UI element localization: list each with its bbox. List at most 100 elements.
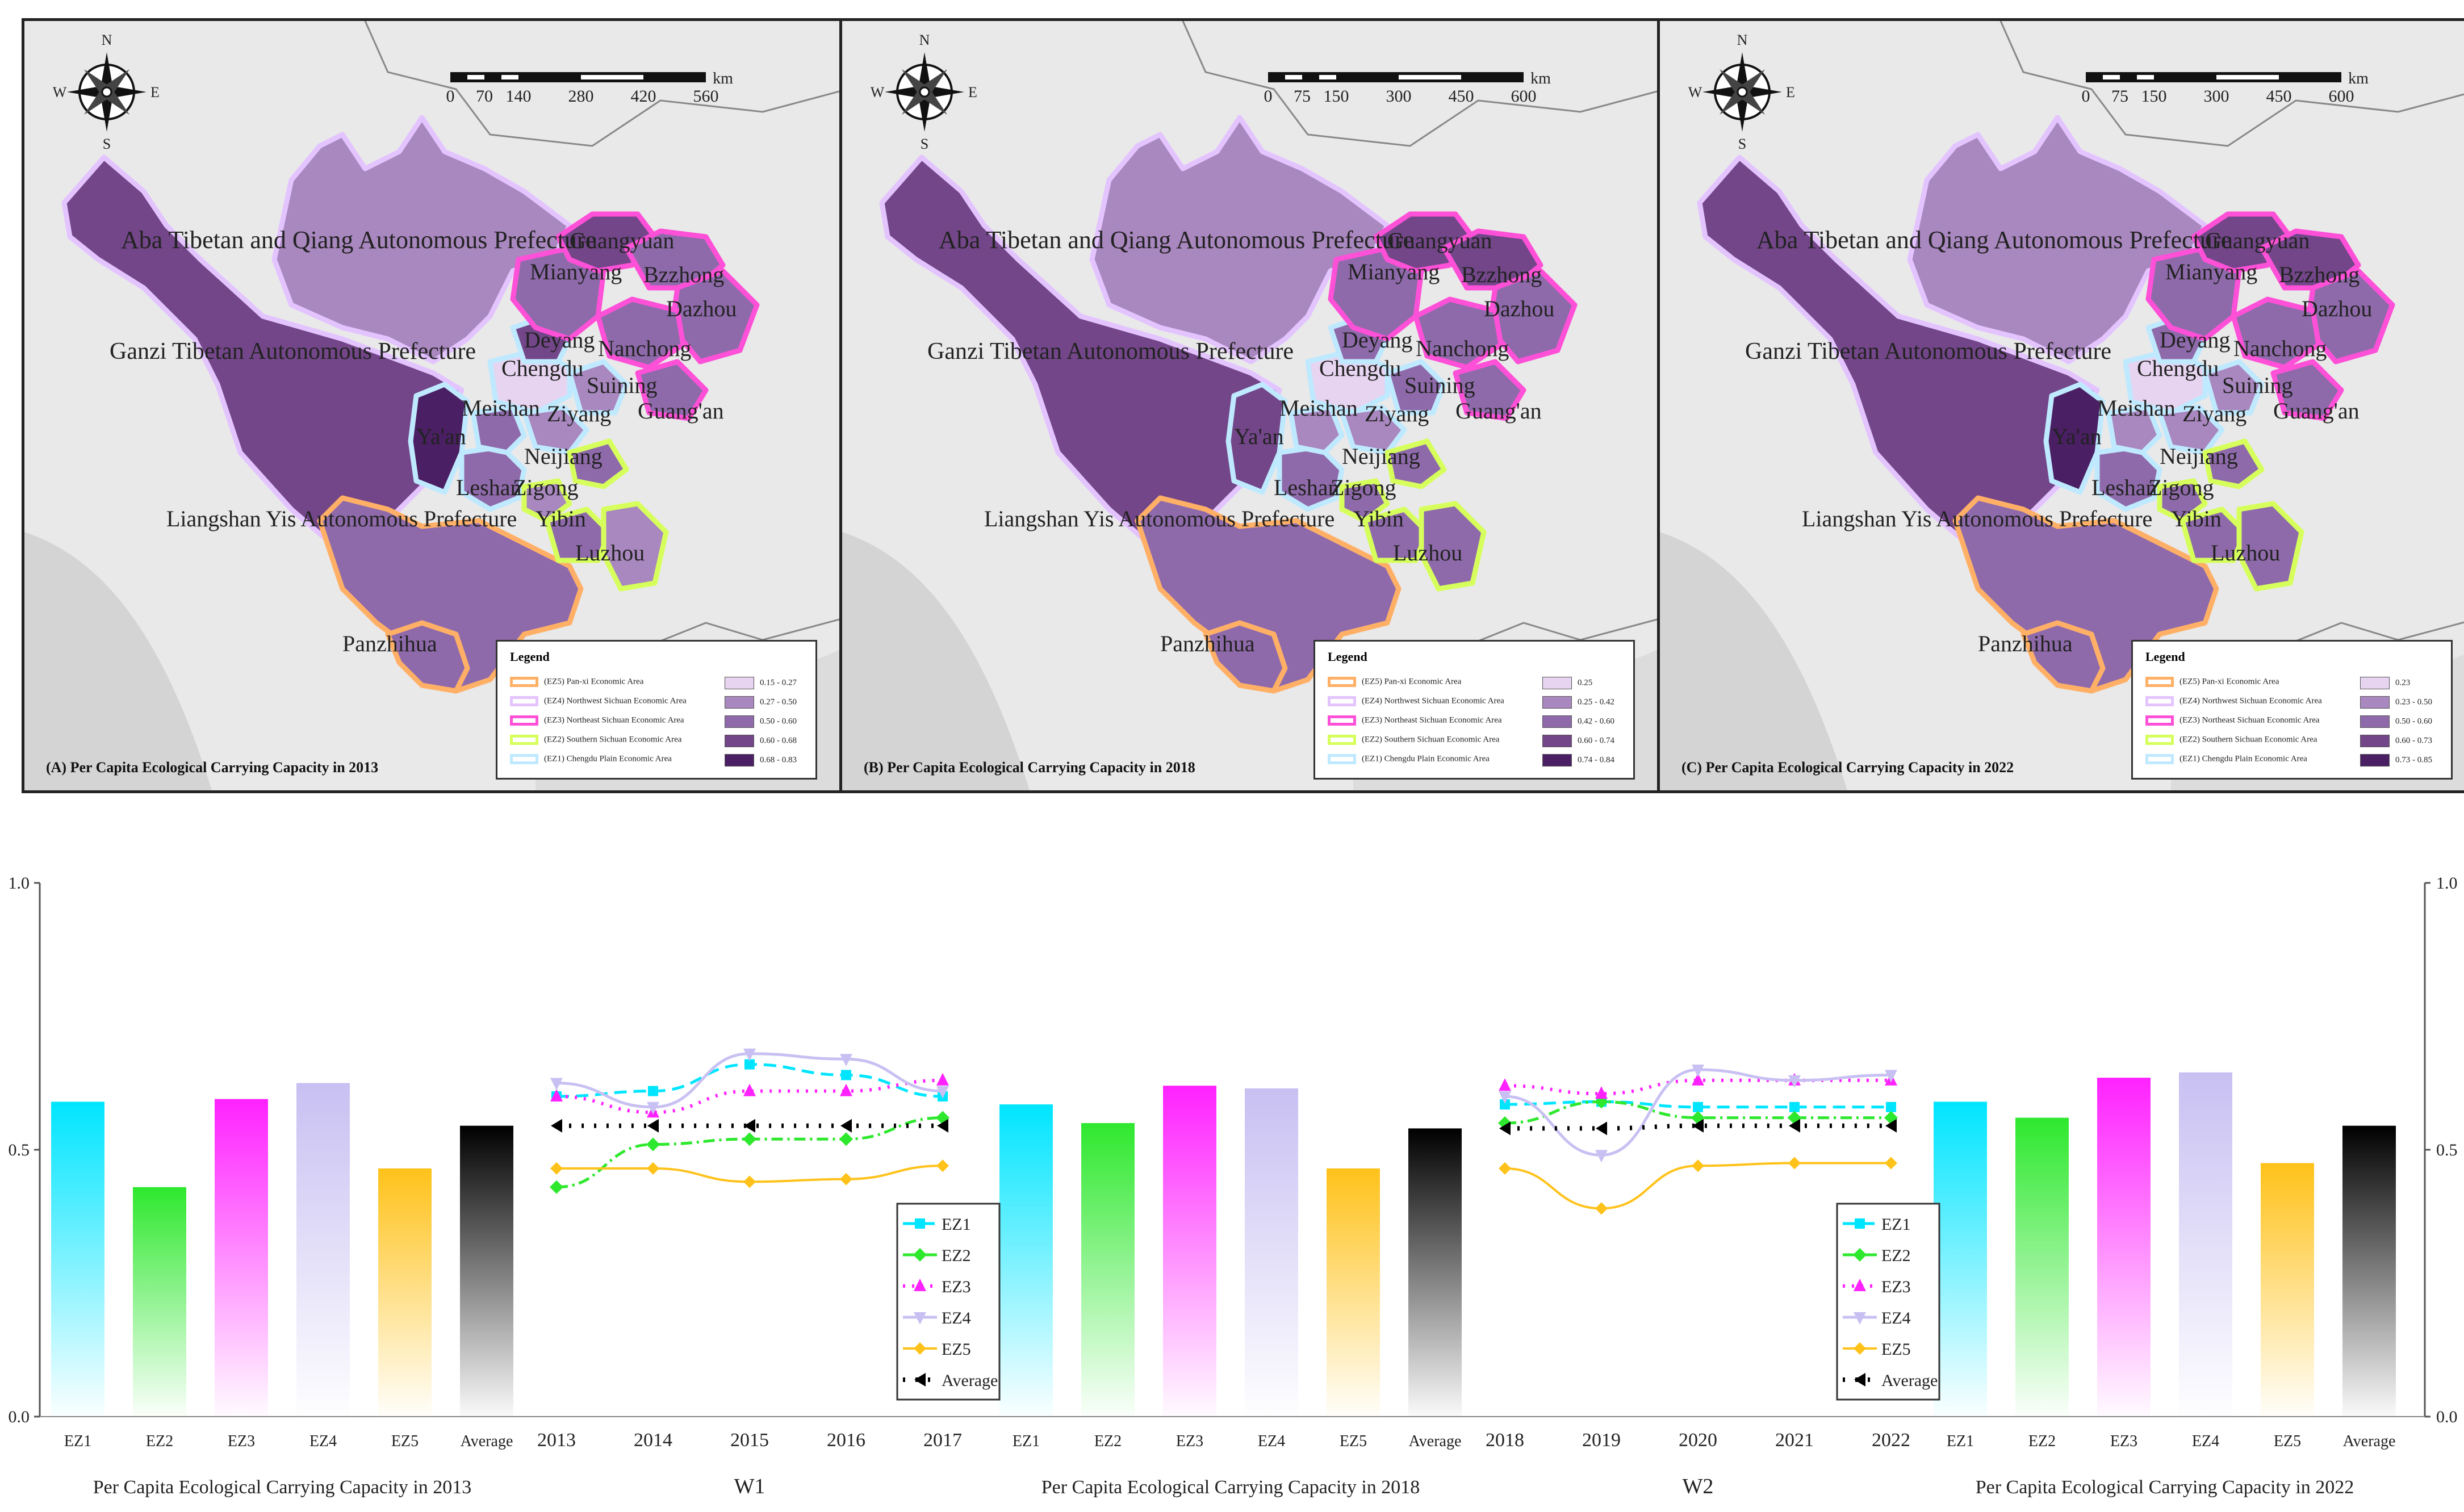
marker-ez5 bbox=[647, 1162, 659, 1175]
marker-average bbox=[840, 1119, 852, 1133]
marker-ez4 bbox=[1595, 1150, 1608, 1163]
marker-ez1 bbox=[915, 1218, 925, 1229]
scale-tick: 0 bbox=[2082, 87, 2090, 106]
region-panzhihua bbox=[1203, 620, 1288, 694]
scale-bar-body bbox=[2086, 72, 2341, 82]
scale-tick: 300 bbox=[1386, 87, 1412, 106]
marker-ez3 bbox=[914, 1279, 926, 1291]
line-legend-label: EZ1 bbox=[942, 1215, 971, 1234]
y-tick-label-right: 0.5 bbox=[2436, 1141, 2458, 1159]
scale-bar-segment bbox=[2137, 75, 2154, 79]
scale-tick: 140 bbox=[506, 87, 532, 106]
legend-zone-label: (EZ1) Chengdu Plain Economic Area bbox=[1362, 754, 1490, 764]
legend-class-swatch bbox=[1542, 677, 1572, 689]
region-ziyang bbox=[521, 404, 589, 455]
legend-zone-item: (EZ4) Northwest Sichuan Economic Area bbox=[510, 696, 687, 710]
region-label-ziyang: Ziyang bbox=[1365, 401, 1429, 426]
legend-zone-swatch bbox=[2145, 677, 2174, 687]
legend-class-label: 0.60 - 0.73 bbox=[2395, 736, 2432, 745]
region-label-luzhou: Luzhou bbox=[1393, 540, 1462, 566]
legend-zone-swatch bbox=[1328, 696, 1356, 706]
series-line-ez5 bbox=[1504, 1162, 1891, 1210]
compass-s: S bbox=[921, 136, 928, 152]
line-legend-label: EZ3 bbox=[942, 1278, 971, 1296]
region-guangan bbox=[1453, 359, 1526, 421]
legend-class-swatch bbox=[2360, 715, 2390, 728]
marker-ez2 bbox=[743, 1132, 756, 1146]
region-label-neijiang: Neijiang bbox=[2160, 443, 2238, 469]
legend-zone-label: (EZ5) Pan-xi Economic Area bbox=[544, 677, 644, 686]
boundary-line bbox=[2284, 621, 2464, 647]
compass-w: W bbox=[53, 84, 67, 100]
region-label-mianyang: Mianyang bbox=[1348, 259, 1440, 284]
region-zigong bbox=[1339, 478, 1390, 523]
scale-bar-segment bbox=[1399, 75, 1461, 79]
region-ziyang bbox=[1339, 404, 1407, 455]
legend-zone-label: (EZ1) Chengdu Plain Economic Area bbox=[544, 754, 672, 764]
region-label-leshan: Leshan bbox=[2091, 475, 2157, 500]
region-label-bzzhong: Bzzhong bbox=[1461, 262, 1542, 287]
legend-class-item: 0.25 bbox=[1542, 677, 1592, 690]
region-label-liangshan: Liangshan Yis Autonomous Prefecture bbox=[1802, 506, 2152, 531]
compass-n: N bbox=[919, 32, 930, 48]
region-label-guangyuan: Guangyuan bbox=[1387, 228, 1492, 253]
bar-category-label: Average bbox=[1409, 1433, 1462, 1450]
legend-class-swatch bbox=[725, 715, 754, 728]
y-tick-label-left: 1.0 bbox=[9, 874, 30, 893]
bar-category-label: EZ5 bbox=[1340, 1433, 1367, 1450]
legend-class-swatch bbox=[1542, 696, 1572, 709]
bar-EZ2 bbox=[2015, 1117, 2069, 1417]
region-label-chengdu: Chengdu bbox=[1319, 355, 1401, 381]
legend-class-item: 0.74 - 0.84 bbox=[1542, 754, 1614, 768]
marker-ez3 bbox=[1499, 1078, 1511, 1091]
bar-category-label: EZ2 bbox=[2028, 1433, 2056, 1450]
region-label-zigong: Zigong bbox=[513, 475, 579, 500]
legend-class-item: 0.73 - 0.85 bbox=[2360, 754, 2432, 768]
region-label-guangan: Guang'an bbox=[1455, 398, 1542, 424]
legend-zone-item: (EZ2) Southern Sichuan Economic Area bbox=[510, 735, 681, 748]
legend-class-label: 0.15 - 0.27 bbox=[760, 678, 797, 688]
region-ziyang bbox=[2157, 404, 2225, 455]
marker-ez1 bbox=[1500, 1099, 1510, 1110]
region-label-guangyuan: Guangyuan bbox=[570, 228, 674, 253]
region-label-mianyang: Mianyang bbox=[530, 259, 622, 284]
map-legend: Legend (EZ5) Pan-xi Economic Area (EZ4) No… bbox=[2131, 640, 2453, 780]
region-label-guangan: Guang'an bbox=[2273, 398, 2360, 424]
region-label-liangshan: Liangshan Yis Autonomous Prefecture bbox=[166, 506, 517, 531]
bar-category-label: EZ3 bbox=[2110, 1433, 2137, 1450]
year-tick-label: 2022 bbox=[1872, 1430, 1910, 1451]
line-legend-label: Average bbox=[942, 1371, 998, 1390]
legend-class-label: 0.60 - 0.68 bbox=[760, 736, 797, 745]
marker-ez2 bbox=[646, 1137, 660, 1151]
legend-class-item: 0.50 - 0.60 bbox=[725, 715, 797, 729]
marker-average bbox=[914, 1373, 926, 1387]
bar-category-label: EZ4 bbox=[1258, 1433, 1285, 1450]
region-label-neijiang: Neijiang bbox=[1342, 443, 1420, 469]
scale-tick: 280 bbox=[568, 87, 594, 106]
compass-w: W bbox=[1688, 84, 1702, 100]
region-neijiang bbox=[2202, 438, 2265, 489]
legend-zone-label: (EZ3) Northeast Sichuan Economic Area bbox=[1362, 715, 1502, 725]
region-label-neijiang: Neijiang bbox=[524, 443, 603, 469]
marker-average bbox=[937, 1119, 948, 1133]
marker-ez4 bbox=[914, 1312, 926, 1325]
map-legend: Legend (EZ5) Pan-xi Economic Area (EZ4) No… bbox=[1313, 640, 1635, 780]
map-panel-a: Aba Tibetan and Qiang Autonomous Prefect… bbox=[22, 18, 851, 793]
line-legend-box bbox=[1836, 1203, 1940, 1401]
marker-ez4 bbox=[1854, 1312, 1866, 1325]
region-label-nanchong: Nanchong bbox=[598, 336, 691, 361]
marker-average bbox=[1789, 1119, 1800, 1133]
region-label-nanchong: Nanchong bbox=[2233, 336, 2327, 361]
terrain-shade bbox=[1660, 532, 1847, 790]
marker-ez2 bbox=[913, 1248, 927, 1262]
compass-e: E bbox=[1786, 84, 1795, 100]
region-label-yibin: Yibin bbox=[1353, 506, 1404, 531]
legend-zone-item: (EZ5) Pan-xi Economic Area bbox=[510, 677, 643, 690]
bar-EZ3 bbox=[1163, 1086, 1216, 1417]
region-label-zigong: Zigong bbox=[2148, 475, 2214, 500]
legend-class-item: 0.42 - 0.60 bbox=[1542, 715, 1614, 729]
bar-category-label: EZ3 bbox=[228, 1433, 255, 1450]
line-legend-label: EZ4 bbox=[1881, 1309, 1911, 1327]
marker-ez3 bbox=[840, 1083, 852, 1096]
